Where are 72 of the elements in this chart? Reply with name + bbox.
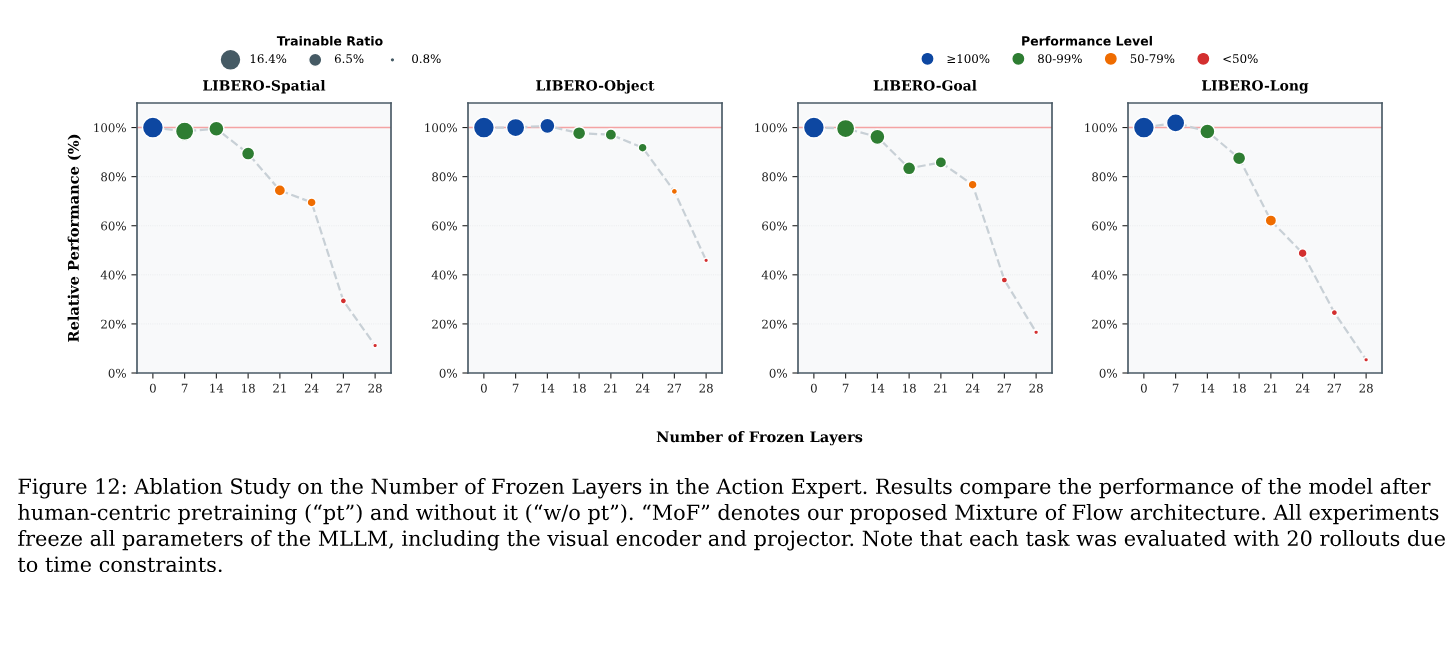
x-tick-label: 27 xyxy=(997,383,1012,393)
x-tick-label: 0 xyxy=(810,383,817,393)
y-tick-label: 20% xyxy=(101,319,126,329)
legend-label: 0.8% xyxy=(412,54,441,64)
chart-title: LIBERO-Spatial xyxy=(203,79,326,94)
x-tick-label: 14 xyxy=(541,383,555,393)
y-tick-label: 20% xyxy=(1092,319,1117,329)
x-tick-label: 21 xyxy=(1264,383,1277,393)
x-tick-label: 0 xyxy=(1140,383,1147,393)
y-tick-label: 0% xyxy=(1099,368,1117,378)
y-tick-label: 80% xyxy=(101,172,126,182)
x-tick-label: 28 xyxy=(699,383,713,393)
y-tick-label: 100% xyxy=(755,123,787,133)
x-tick-label: 21 xyxy=(273,383,286,393)
x-tick-label: 21 xyxy=(934,383,947,393)
y-tick-label: 100% xyxy=(1085,123,1117,133)
y-tick-label: 20% xyxy=(762,319,787,329)
y-tick-label: 40% xyxy=(761,270,787,280)
legend-label: ≥100% xyxy=(947,54,990,64)
x-tick-label: 7 xyxy=(181,383,188,393)
y-tick-label: 40% xyxy=(100,270,126,280)
x-tick-label: 0 xyxy=(149,383,156,393)
x-tick-label: 0 xyxy=(480,383,487,393)
x-tick-label: 18 xyxy=(573,383,586,393)
y-tick-label: 60% xyxy=(1092,221,1117,231)
legend-label: 16.4% xyxy=(250,54,287,64)
y-tick-label: 0% xyxy=(108,368,126,378)
x-tick-label: 27 xyxy=(1327,383,1342,393)
x-tick-label: 7 xyxy=(1172,383,1179,393)
chart-title: LIBERO-Goal xyxy=(873,79,977,91)
legend-label: <50% xyxy=(1223,54,1258,64)
y-tick-label: 20% xyxy=(432,319,457,329)
y-tick-label: 80% xyxy=(432,172,457,182)
x-tick-label: 7 xyxy=(842,383,849,393)
y-tick-label: 60% xyxy=(762,221,787,231)
x-tick-label: 14 xyxy=(871,383,885,393)
y-tick-label: 100% xyxy=(94,123,126,133)
x-tick-label: 24 xyxy=(1295,383,1310,393)
x-tick-label: 27 xyxy=(336,383,351,393)
y-tick-label: 0% xyxy=(769,368,787,378)
x-tick-label: 18 xyxy=(1233,383,1246,393)
x-tick-label: 28 xyxy=(1029,383,1043,393)
y-tick-label: 0% xyxy=(439,368,457,378)
y-tick-label: 80% xyxy=(762,172,787,182)
x-tick-label: 7 xyxy=(512,383,519,393)
chart-title: LIBERO-Object xyxy=(536,79,655,94)
x-tick-label: 21 xyxy=(604,383,617,393)
x-tick-label: 27 xyxy=(667,383,682,393)
y-tick-label: 40% xyxy=(431,270,457,280)
x-tick-label: 28 xyxy=(368,383,382,393)
legend-title: Performance Level xyxy=(1022,35,1152,46)
x-axis-title: Number of Frozen Layers xyxy=(656,431,863,446)
y-axis-title: Relative Performance (%) xyxy=(67,134,81,342)
x-tick-label: 18 xyxy=(242,383,255,393)
legend-label: 50-79% xyxy=(1130,54,1175,64)
y-tick-label: 60% xyxy=(101,221,126,231)
legend-title: Trainable Ratio xyxy=(276,35,383,46)
y-tick-label: 80% xyxy=(1092,172,1117,182)
x-tick-label: 28 xyxy=(1359,383,1373,393)
y-tick-label: 100% xyxy=(425,123,457,133)
x-tick-label: 24 xyxy=(635,383,650,393)
caption: Figure 12: Ablation Study on the Number of Frozen Layers in the Action Expert. Results compare the performance of the model after human-centric pretraining (“pt”) and without it (“w/o pt”). “MoF” denotes our proposed Mixture of Flow architecture. All experiments freeze all parameters of the MLLM, including the visual encoder and projector. Note that each task was evaluated with 20 rollouts due to time constraints. xyxy=(17,478,1445,573)
x-tick-label: 14 xyxy=(1201,383,1215,393)
legend-label: 6.5% xyxy=(334,54,364,64)
x-tick-label: 24 xyxy=(965,383,980,393)
x-tick-label: 14 xyxy=(210,383,224,393)
y-tick-label: 60% xyxy=(432,221,457,231)
x-tick-label: 18 xyxy=(903,383,916,393)
legend-label: 80-99% xyxy=(1038,54,1082,64)
y-tick-label: 40% xyxy=(1091,270,1117,280)
chart-title: LIBERO-Long xyxy=(1201,80,1309,94)
x-tick-label: 24 xyxy=(304,383,319,393)
